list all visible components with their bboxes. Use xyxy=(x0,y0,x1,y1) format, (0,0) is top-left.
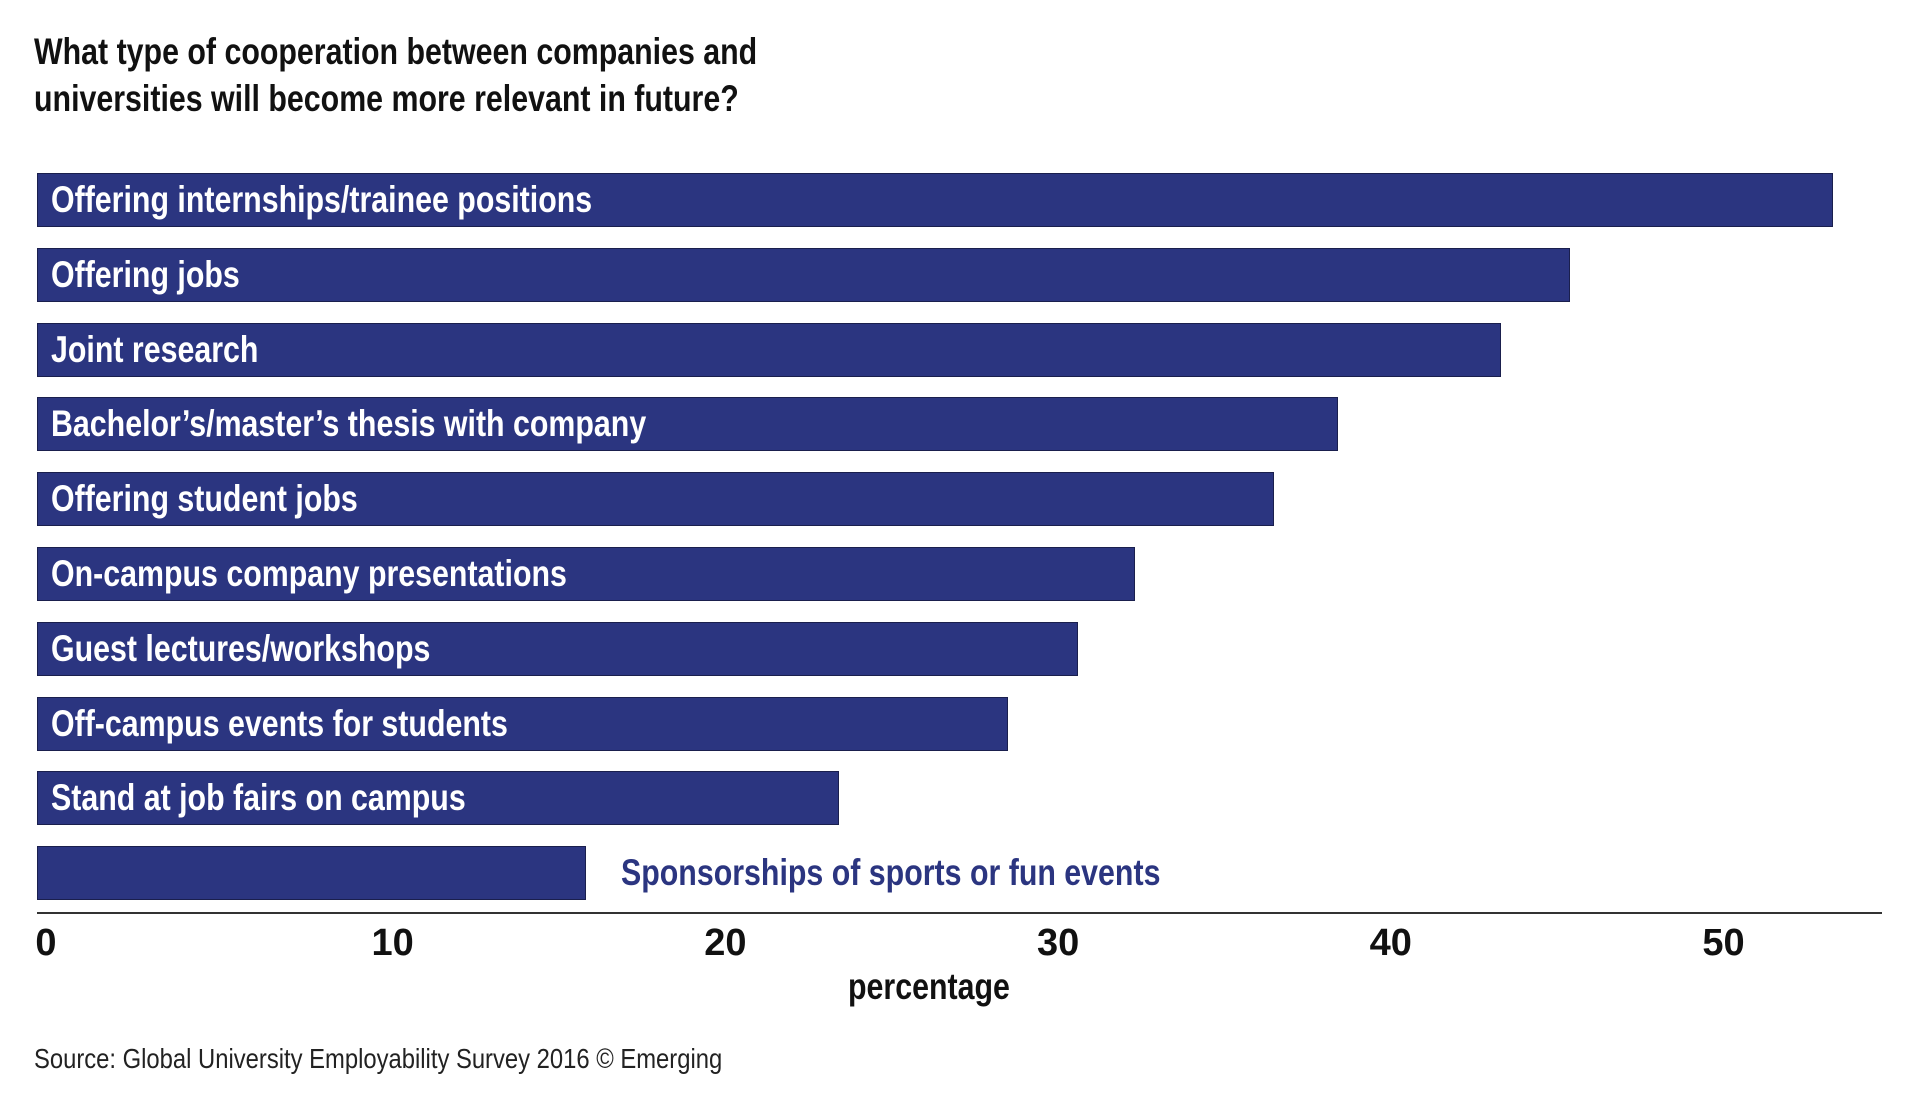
bar xyxy=(37,621,1079,676)
bar-label: Offering student jobs xyxy=(51,478,358,520)
x-tick-label: 50 xyxy=(1702,922,1745,964)
bar xyxy=(37,322,1501,377)
bar-label: Sponsorships of sports or fun events xyxy=(620,852,1161,894)
x-tick-label: 40 xyxy=(1369,922,1412,964)
bar xyxy=(37,696,1009,751)
bar-label: Guest lectures/workshops xyxy=(51,627,431,669)
bar-label: Bachelor’s/master’s thesis with company xyxy=(51,403,647,445)
x-axis-label: percentage xyxy=(848,966,1010,1007)
bar-label: Off-campus events for students xyxy=(51,702,508,744)
x-tick-label: 20 xyxy=(704,922,747,964)
bar-label: Joint research xyxy=(51,328,259,370)
bar xyxy=(37,173,1834,227)
bar xyxy=(37,472,1275,527)
bar xyxy=(37,547,1135,601)
x-tick-label: 0 xyxy=(35,922,57,964)
title-line-2: universities will become more relevant i… xyxy=(34,78,739,119)
bar-label: Offering internships/trainee positions xyxy=(51,179,593,220)
bar-label: Stand at job fairs on campus xyxy=(51,777,466,819)
source-note: Source: Global University Employability … xyxy=(34,1043,723,1074)
bar xyxy=(37,846,586,901)
bar xyxy=(37,771,839,826)
bar xyxy=(37,247,1571,302)
chart-title: What type of cooperation between compani… xyxy=(34,28,916,122)
x-axis-line xyxy=(37,912,1882,914)
bar xyxy=(37,397,1338,452)
bar-label: On-campus company presentations xyxy=(51,553,567,594)
x-tick-label: 30 xyxy=(1036,922,1080,964)
x-tick-label: 10 xyxy=(371,922,414,964)
bar-label: Offering jobs xyxy=(51,253,240,295)
title-line-1: What type of cooperation between compani… xyxy=(34,31,758,72)
